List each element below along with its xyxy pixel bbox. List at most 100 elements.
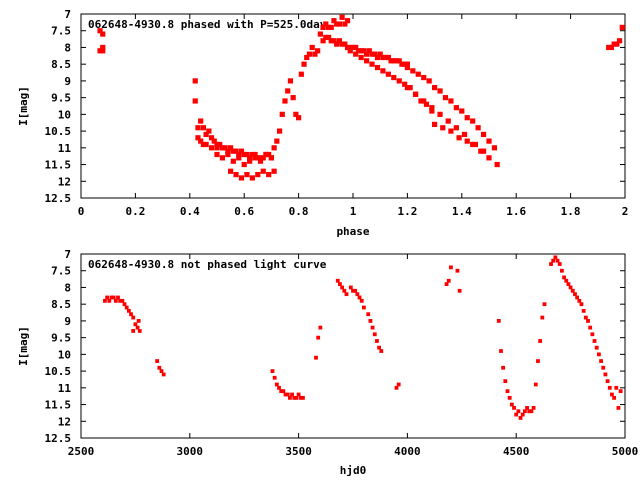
data-point [611, 41, 617, 47]
data-point [344, 292, 349, 297]
data-point [557, 262, 562, 266]
data-point [306, 51, 313, 57]
data-point [320, 38, 326, 44]
data-point [249, 175, 255, 181]
data-point [525, 405, 529, 410]
data-point [353, 44, 359, 51]
data-point [208, 135, 215, 141]
data-point [336, 38, 342, 44]
data-point [304, 54, 310, 61]
data-point [540, 315, 545, 320]
data-point [233, 171, 239, 178]
data-point [612, 395, 617, 400]
data-point [342, 21, 348, 27]
data-point [507, 395, 512, 400]
data-point [480, 131, 487, 138]
data-point [486, 155, 492, 161]
data-point [518, 416, 523, 420]
data-point [610, 392, 614, 397]
data-point [456, 135, 462, 141]
data-point [328, 24, 334, 30]
data-point [233, 148, 239, 154]
data-point [570, 288, 575, 293]
data-point [470, 141, 476, 148]
x-tick-label: 1.6 [506, 205, 526, 218]
data-point [391, 58, 397, 64]
x-tick-label: 3000 [177, 445, 204, 458]
data-point [496, 319, 501, 323]
data-point [325, 34, 332, 41]
data-point [244, 171, 250, 178]
data-point [279, 389, 284, 394]
data-point [241, 161, 247, 168]
data-point [353, 51, 359, 57]
data-point [509, 402, 514, 407]
data-point [505, 389, 510, 394]
y-tick-label: 8.5 [51, 298, 71, 311]
data-point [444, 282, 449, 287]
data-point [418, 98, 424, 104]
data-point [396, 382, 401, 387]
data-point [514, 412, 519, 417]
data-point [320, 24, 326, 30]
data-point [270, 369, 275, 373]
data-point [287, 78, 294, 84]
data-point [421, 98, 427, 104]
data-point [377, 51, 383, 57]
data-point [228, 145, 234, 151]
data-point [553, 255, 558, 260]
data-point [350, 44, 356, 51]
data-point [263, 151, 269, 158]
plot-frame [80, 253, 626, 439]
data-point [555, 258, 560, 263]
data-point [486, 138, 492, 144]
data-point [616, 405, 621, 410]
chart-title: 062648-4930.8 phased with P=525.0day [88, 18, 327, 31]
y-tick-label: 9 [64, 315, 71, 328]
y-tick-label: 7 [64, 8, 71, 21]
data-point [464, 138, 470, 144]
x-tick-label: 1.2 [397, 205, 417, 218]
data-point [369, 61, 375, 67]
data-point [222, 145, 228, 151]
data-point [281, 389, 286, 394]
y-tick-label: 11 [58, 142, 72, 155]
y-tick-label: 12 [58, 175, 71, 188]
data-point [529, 409, 534, 414]
data-point [268, 155, 274, 161]
data-point [603, 372, 608, 377]
data-point [357, 295, 362, 300]
data-point [309, 44, 315, 51]
data-point [453, 105, 459, 111]
data-point [260, 155, 266, 161]
data-point [464, 115, 470, 121]
data-point [203, 131, 209, 138]
data-point [241, 151, 247, 158]
data-point [314, 355, 318, 360]
data-point [538, 339, 543, 343]
data-point [266, 151, 272, 158]
data-point [135, 325, 140, 330]
data-point [122, 302, 127, 307]
data-point [157, 365, 162, 370]
data-point [575, 295, 580, 300]
y-tick-label: 8 [64, 41, 71, 54]
phased-light-curve-chart: 0 0.2 0.4 0.6 0.8 1 1.2 1.4 1.6 1.8 2 7 7.5 8 8.5 9 9.5 1… [17, 8, 628, 238]
y-tick-label: 9.5 [51, 92, 71, 105]
data-point [594, 345, 599, 350]
data-point [323, 34, 329, 41]
data-point [383, 54, 389, 61]
data-point [391, 74, 397, 81]
data-point [385, 54, 391, 61]
data-point [282, 98, 288, 104]
data-point [198, 138, 204, 144]
data-point [448, 98, 454, 104]
data-point [491, 145, 498, 151]
data-point [407, 85, 413, 91]
data-point [107, 298, 112, 303]
data-point [198, 118, 204, 124]
data-point [437, 111, 443, 117]
y-tick-label: 10.5 [45, 365, 72, 378]
x-tick-label: 0.8 [289, 205, 309, 218]
